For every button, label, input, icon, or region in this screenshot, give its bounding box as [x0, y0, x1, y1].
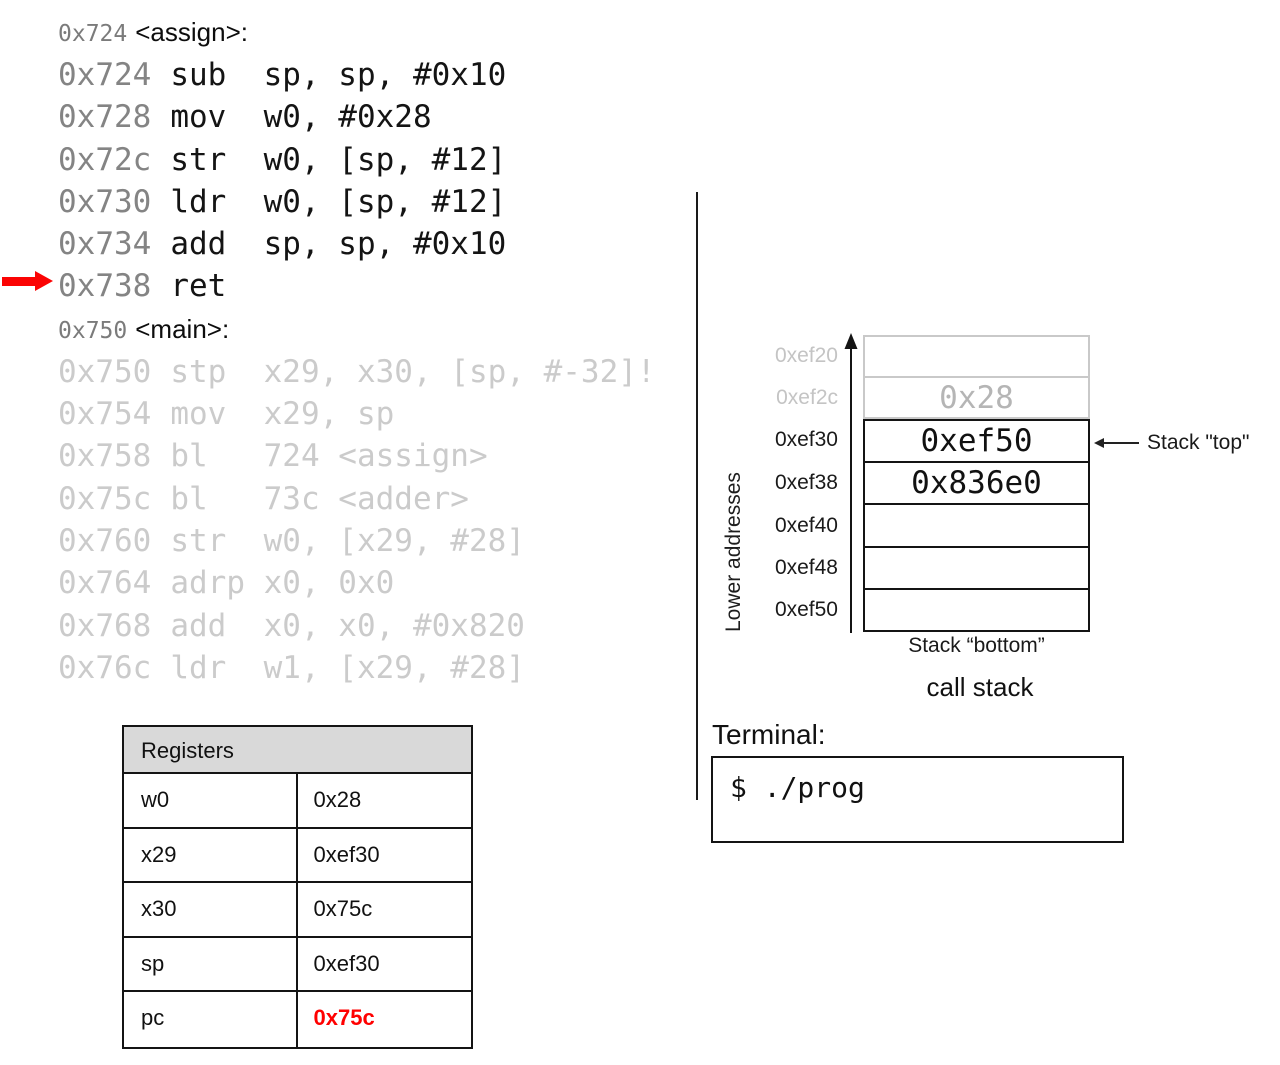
- vertical-divider: [696, 192, 698, 800]
- address-label: 0x750: [58, 353, 152, 390]
- pc-arrow-shaft: [2, 277, 35, 286]
- address-label: 0x728: [58, 99, 152, 136]
- address-label: 0x738: [58, 268, 152, 305]
- terminal-window: $ ./prog: [711, 756, 1124, 843]
- instruction-text: str w0, [x29, #28]: [170, 522, 525, 559]
- stack-cell: [865, 505, 1088, 548]
- register-value: 0x75c: [313, 896, 373, 922]
- stack-cell: [865, 548, 1088, 590]
- address-label: 0x724: [58, 57, 152, 93]
- stack-address-label: 0xef30: [774, 428, 838, 451]
- instruction-text: add x0, x0, #0x820: [170, 607, 525, 644]
- instruction-text: sub sp, sp, #0x10: [170, 57, 507, 93]
- instruction-line: 0x72c str w0, [sp, #12]: [58, 139, 656, 181]
- main-symbol-header: 0x750 <main>:: [58, 308, 656, 351]
- stack-cell-ghost: 0x28: [939, 379, 1014, 416]
- register-row: w0 0x28: [124, 774, 471, 829]
- stack-address-label: 0xef38: [774, 471, 838, 494]
- assign-symbol-header: 0x724 <assign>:: [58, 11, 656, 54]
- address-label: 0x724: [58, 21, 128, 47]
- address-label: 0x754: [58, 396, 152, 433]
- instruction-line: 0x734 add sp, sp, #0x10: [58, 223, 656, 265]
- stack-cell: [865, 590, 1088, 630]
- address-label: 0x750: [58, 317, 128, 344]
- instruction-text: mov w0, #0x28: [170, 99, 432, 136]
- call-stack-caption: call stack: [926, 672, 1034, 702]
- address-label: 0x730: [58, 183, 152, 220]
- stack-cell-ghost: [865, 337, 1088, 378]
- instruction-line-dimmed: 0x764 adrp x0, 0x0: [58, 562, 656, 604]
- register-row: x30 0x75c: [124, 883, 471, 938]
- pc-arrow-icon: [2, 271, 53, 292]
- pc-arrow-head: [35, 271, 53, 291]
- address-label: 0x764: [58, 565, 152, 602]
- register-value: 0xef30: [313, 950, 380, 976]
- stack-address-label: 0xef48: [774, 556, 838, 579]
- register-row: sp 0xef30: [124, 937, 471, 993]
- instruction-text: add sp, sp, #0x10: [170, 226, 507, 263]
- register-name: pc: [124, 992, 298, 1047]
- instruction-line: 0x724 sub sp, sp, #0x10: [58, 54, 656, 96]
- registers-table-title: Registers: [124, 727, 471, 774]
- instruction-line: 0x728 mov w0, #0x28: [58, 96, 656, 138]
- stack-cell: 0xef50: [865, 421, 1088, 464]
- address-label: 0x768: [58, 607, 152, 644]
- stack-bottom-label: Stack “bottom”: [908, 634, 1045, 657]
- instruction-line-dimmed: 0x760 str w0, [x29, #28]: [58, 520, 656, 562]
- register-value: 0xef30: [313, 841, 380, 867]
- address-label: 0x760: [58, 522, 152, 559]
- stack-address-label: 0xef50: [774, 598, 838, 621]
- register-name: x30: [124, 883, 298, 936]
- symbol-label: <assign>:: [135, 17, 248, 47]
- instruction-line-dimmed: 0x768 add x0, x0, #0x820: [58, 605, 656, 647]
- symbol-label: <main>:: [135, 313, 230, 344]
- address-label: 0x734: [58, 226, 152, 263]
- instruction-text: ldr w0, [sp, #12]: [170, 183, 507, 220]
- instruction-line-dimmed: 0x76c ldr w1, [x29, #28]: [58, 647, 656, 689]
- instruction-line-dimmed: 0x758 bl 724 <assign>: [58, 435, 656, 477]
- stack-top-annotation: Stack "top": [1094, 431, 1250, 454]
- call-stack-diagram: Lower addresses 0xef20 0xef2c 0xef30 0xe…: [700, 330, 1280, 722]
- instruction-line-dimmed: 0x75c bl 73c <adder>: [58, 478, 656, 520]
- instruction-text: adrp x0, 0x0: [170, 565, 395, 602]
- instruction-line: 0x730 ldr w0, [sp, #12]: [58, 181, 656, 223]
- register-row: x29 0xef30: [124, 828, 471, 884]
- register-value-highlighted: 0x75c: [313, 1005, 375, 1031]
- register-name: sp: [124, 937, 298, 991]
- stack-address-label: 0xef20: [774, 344, 838, 367]
- address-label: 0x758: [58, 438, 152, 475]
- stack-ghost-rows: 0x28: [863, 335, 1090, 419]
- instruction-text: stp x29, x30, [sp, #-32]!: [170, 353, 656, 390]
- stack-address-label: 0xef40: [774, 514, 838, 537]
- address-label: 0x72c: [58, 141, 152, 178]
- instruction-text: bl 73c <adder>: [170, 480, 469, 517]
- stack-active-rows: 0xef50 0x836e0: [863, 419, 1090, 632]
- register-row-pc: pc 0x75c: [124, 992, 471, 1047]
- disassembly-panel: 0x724 <assign>: 0x724 sub sp, sp, #0x10 0x…: [58, 11, 656, 689]
- stack-address-label: 0xef2c: [776, 386, 838, 409]
- instruction-text: ret: [170, 268, 227, 305]
- register-name: x29: [124, 828, 298, 882]
- stack-top-label: Stack "top": [1147, 431, 1250, 454]
- terminal-label: Terminal:: [712, 719, 826, 750]
- address-label: 0x76c: [58, 649, 152, 686]
- register-name: w0: [124, 774, 298, 827]
- instruction-line-dimmed: 0x750 stp x29, x30, [sp, #-32]!: [58, 351, 656, 393]
- instruction-line-dimmed: 0x754 mov x29, sp: [58, 393, 656, 435]
- register-value: 0x28: [313, 787, 362, 812]
- stack-cell: 0x836e0: [865, 463, 1088, 506]
- instruction-text: ldr w1, [x29, #28]: [170, 649, 525, 686]
- lower-addresses-arrow-icon: [844, 333, 858, 633]
- instruction-text: bl 724 <assign>: [170, 438, 488, 475]
- instruction-text: str w0, [sp, #12]: [170, 141, 507, 178]
- terminal-prompt-line: $ ./prog: [730, 771, 865, 804]
- registers-table: Registers w0 0x28 x29 0xef30 x30 0x75c s…: [122, 725, 473, 1049]
- stack-top-arrow-line: [1104, 442, 1139, 444]
- stack-top-arrow-icon: [1094, 438, 1104, 448]
- instruction-line-current: 0x738 ret: [58, 265, 656, 307]
- address-label: 0x75c: [58, 480, 152, 517]
- instruction-text: mov x29, sp: [170, 396, 395, 433]
